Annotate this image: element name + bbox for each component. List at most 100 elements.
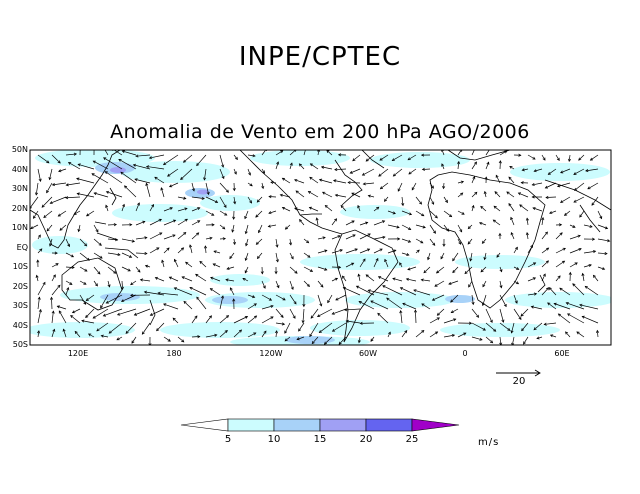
wind-vector-shaft [58,210,67,217]
wind-vector-shaft [569,248,582,254]
wind-vector-head [592,250,597,254]
wind-vector-shaft [199,261,207,268]
wind-vector-shaft [415,196,422,205]
wind-vector-shaft [73,210,81,215]
wind-vector-head [196,162,200,167]
wind-vector-shaft [49,238,53,247]
wind-vector-head [121,150,126,154]
wind-vector-shaft [289,266,298,274]
wind-vector-head [229,287,233,291]
wind-vector-shaft [247,196,252,204]
wind-vector-shaft [149,232,162,240]
wind-vector-shaft [573,196,585,203]
wind-vector-shaft [155,277,165,282]
wind-vector-head [421,330,425,334]
wind-vector-head [67,162,72,165]
wind-vector-head [450,310,454,314]
wind-vector-head [322,191,326,195]
wind-vector-head [262,285,266,289]
wind-vector-shaft [130,280,137,286]
wind-vector-shaft [534,168,543,172]
wind-vector-shaft [225,279,235,282]
wind-vector-shaft [37,309,42,324]
wind-vector-shaft [452,252,459,261]
wind-vector-shaft [587,182,599,190]
wind-vector-head [99,255,103,259]
wind-vector-shaft [51,274,56,282]
wind-vector-head [362,258,366,262]
wind-vector-shaft [484,191,487,198]
wind-vector-shaft [547,302,557,310]
wind-vector-head [203,245,208,249]
wind-vector-shaft [261,182,264,189]
wind-vector-shaft [163,207,173,212]
wind-vector-head [270,316,274,320]
colorbar-tick-10: 10 [267,434,281,445]
wind-vector-head [375,257,379,262]
wind-vector-shaft [368,195,375,198]
wind-vector-shaft [100,294,109,309]
wind-vector-head [292,315,296,319]
wind-vector-head [334,218,338,222]
wind-vector-head [159,232,163,236]
wind-vector-shaft [591,196,599,206]
wind-vector-head [591,202,595,206]
wind-vector-shaft [51,297,53,310]
wind-vector-shaft [181,276,193,282]
wind-vector-head [85,314,89,319]
wind-vector-shaft [401,224,411,230]
wind-vector-head [556,184,561,188]
wind-vector-head [244,230,248,235]
wind-vector-head [103,157,107,161]
wind-vector-shaft [569,224,576,228]
wind-vector-head [472,176,476,180]
wind-vector-head [471,204,475,209]
wind-vector-shaft [79,238,87,247]
wind-vector-shaft [121,204,125,212]
wind-vector-shaft [121,294,137,302]
wind-vector-head [279,193,283,197]
wind-vector-shaft [101,335,109,338]
wind-vector-head [79,144,81,146]
wind-vector-shaft [35,182,39,195]
wind-vector-head [448,281,452,285]
wind-vector-shaft [482,294,487,306]
wind-vector-head [211,212,215,216]
wind-vector-shaft [105,205,109,212]
wind-vector-head [34,192,39,196]
wind-vector-head [420,153,425,157]
wind-vector-head [64,196,69,200]
wind-vector-head [322,236,326,240]
wind-vector-shaft [457,181,464,184]
wind-vector-head [107,284,111,288]
wind-vector-head [585,169,589,173]
wind-vector-head [120,171,124,175]
wind-vector-head [317,150,321,152]
wind-vector-shaft [348,182,361,184]
wind-vector-shaft [50,196,67,204]
colorbar-unit: m/s [478,437,500,448]
wind-vector-shaft [247,154,256,157]
wind-vector-shaft [280,194,291,198]
wind-vector-head [151,203,154,208]
wind-vector-shaft [160,187,165,198]
wind-vector-head [573,199,577,203]
wind-vector-shaft [345,234,356,240]
wind-vector-head [515,281,520,285]
wind-vector-head [77,163,81,167]
wind-vector-head [335,297,339,301]
wind-vector-head [492,219,496,223]
wind-vector-head [408,171,412,175]
wind-vector-shaft [568,154,571,162]
wind-vector-head [114,238,119,242]
wind-vector-head [133,312,138,316]
wind-vector-head [549,334,554,338]
wind-vector-head [128,255,133,258]
wind-vector-shaft [189,287,207,296]
wind-vector-shaft [527,277,536,282]
wind-vector-head [143,290,148,294]
wind-vector-head [104,171,108,175]
wind-vector-head [167,173,171,177]
wind-vector-head [595,329,600,334]
